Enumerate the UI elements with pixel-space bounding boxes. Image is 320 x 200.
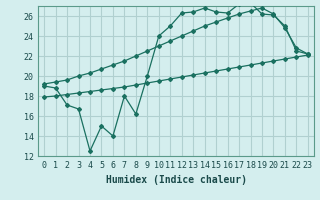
X-axis label: Humidex (Indice chaleur): Humidex (Indice chaleur) <box>106 175 246 185</box>
